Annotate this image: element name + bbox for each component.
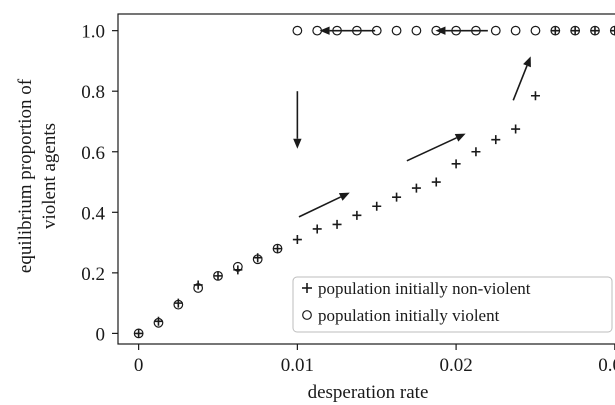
point-non-violent-5 [233,265,243,275]
point-non-violent-10 [332,219,342,229]
arrow-1 [435,26,488,35]
axis-ticks: 0 0.01 0.02 0.03 0 0.2 0.4 0.6 0.8 1.0 [81,22,615,376]
point-violent-20 [530,25,541,36]
point-non-violent-22 [570,26,580,36]
point-non-violent-16 [451,159,461,169]
point-violent-19 [510,25,521,36]
flow-arrows [293,26,531,218]
point-non-violent-7 [273,244,283,254]
y-tick-label-2: 0.4 [81,203,105,224]
point-non-violent-6 [253,253,263,263]
y-tick-label-4: 0.8 [81,82,105,103]
point-non-violent-14 [411,183,421,193]
y-tick-label-1: 0.2 [81,264,105,285]
y-axis-label-line-1: equilibrium proportion of [15,78,36,273]
legend-label-violent: population initially violent [318,306,500,325]
point-violent-13 [391,25,402,36]
point-non-violent-21 [550,26,560,36]
point-non-violent-12 [372,201,382,211]
x-tick-label-1: 0.01 [281,355,314,376]
point-non-violent-15 [431,177,441,187]
point-non-violent-23 [590,26,600,36]
x-tick-label-0: 0 [134,355,144,376]
point-non-violent-1 [153,316,163,326]
x-axis-label: desperation rate [308,382,429,403]
arrow-4 [406,133,466,162]
arrow-0 [319,26,376,35]
point-non-violent-2 [173,298,183,308]
point-violent-8 [292,25,303,36]
y-tick-label-3: 0.6 [81,143,105,164]
point-non-violent-13 [392,192,402,202]
point-non-violent-4 [213,271,223,281]
y-axis-label-line-2: violent agents [39,123,60,229]
arrow-3 [298,192,350,218]
point-non-violent-17 [471,147,481,157]
y-tick-label-5: 1.0 [81,22,105,43]
x-tick-label-2: 0.02 [439,355,472,376]
point-non-violent-18 [491,135,501,145]
plot-frame [117,13,615,345]
point-non-violent-11 [352,210,362,220]
point-non-violent-19 [511,124,521,134]
point-non-violent-8 [292,235,302,245]
point-violent-14 [411,25,422,36]
y-tick-label-0: 0 [96,324,106,345]
arrow-5 [512,56,531,101]
point-non-violent-3 [193,280,203,290]
arrow-2 [293,91,302,149]
legend: population initially non-violent populat… [292,276,613,333]
legend-box [292,276,613,333]
legend-plus-marker [302,283,312,293]
point-violent-18 [490,25,501,36]
point-non-violent-20 [530,91,540,101]
legend-circle-marker [302,310,312,320]
point-non-violent-0 [134,328,144,338]
legend-label-non-violent: population initially non-violent [318,279,531,298]
point-non-violent-9 [312,224,322,234]
x-tick-label-3: 0.03 [598,355,615,376]
